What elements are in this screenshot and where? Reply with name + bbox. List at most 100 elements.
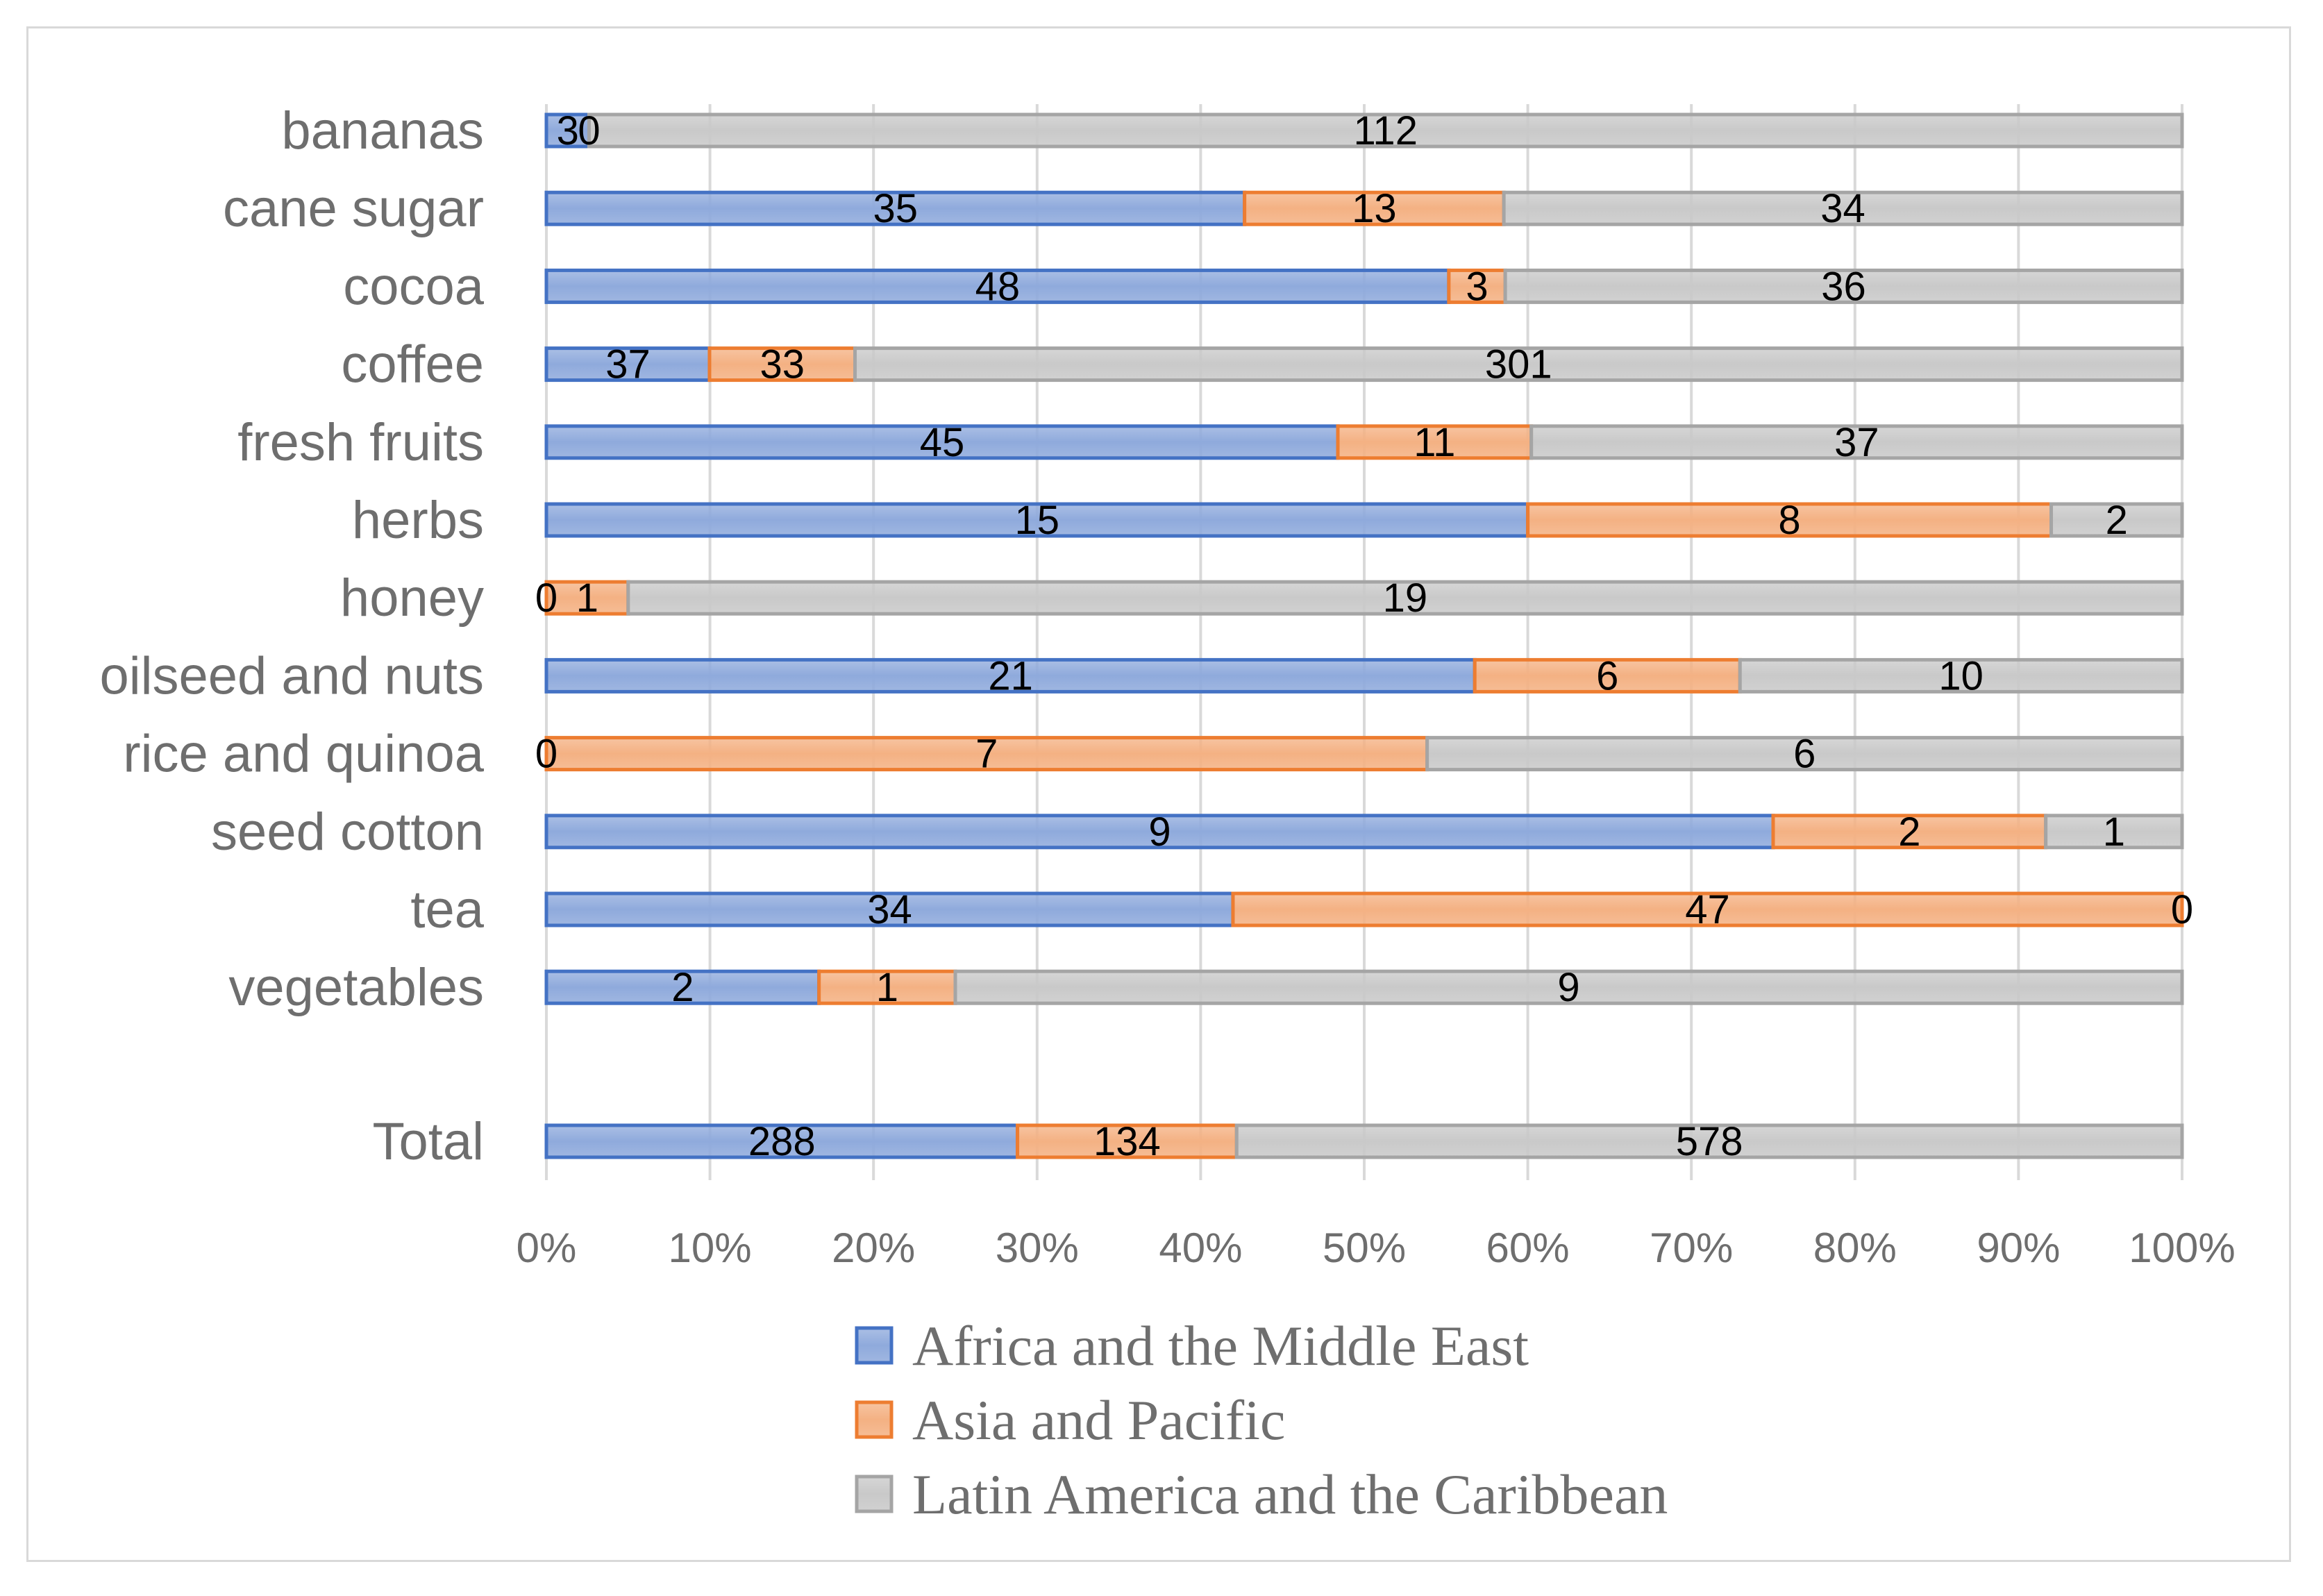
category-label-bananas: bananas [281,101,484,160]
data-label-bananas-latin-america-and-the-caribbean: 112 [1353,108,1417,153]
bar-coffee-asia-and-pacific [707,346,857,383]
x-tick-50: 50% [1323,1225,1406,1271]
data-label-cocoa-asia-and-pacific: 3 [1466,264,1488,309]
data-label-oilseed-and-nuts-africa-and-the-middle-east: 21 [988,653,1033,698]
data-label-coffee-africa-and-the-middle-east: 37 [605,342,651,387]
bar-oilseed-and-nuts-latin-america-and-the-caribbean [1738,657,2184,694]
data-label-cane-sugar-asia-and-pacific: 13 [1352,186,1397,231]
category-label-tea: tea [410,880,484,939]
data-label-rice-and-quinoa-africa-and-the-middle-east: 0 [535,732,557,777]
data-label-coffee-asia-and-pacific: 33 [760,342,805,387]
x-axis-tick-labels: 0% 10% 20% 30% 40% 50% 60% 70% 80% 90% 100% [517,1225,2236,1271]
data-label-bananas-asia-and-pacific: 0 [578,108,600,153]
data-label-fresh-fruits-asia-and-pacific: 11 [1414,420,1455,465]
x-tick-80: 80% [1813,1225,1897,1271]
bar-seed-cotton-latin-america-and-the-caribbean [2044,814,2184,850]
data-label-fresh-fruits-latin-america-and-the-caribbean: 37 [1834,420,1879,465]
bar-rice-and-quinoa-latin-america-and-the-caribbean [1425,736,2184,772]
category-label-cocoa: cocoa [343,257,485,316]
legend-swatch-asia-and-pacific [855,1400,894,1439]
legend-swatch-latin-america-and-the-caribbean [855,1475,894,1513]
category-labels: bananas cane sugar cocoa coffee fresh fruits… [99,101,484,1171]
category-label-oilseed-and-nuts: oilseed and nuts [99,646,484,705]
data-label-seed-cotton-asia-and-pacific: 2 [1898,809,1920,855]
bar-rice-and-quinoa-asia-and-pacific [544,736,1429,772]
bar-vegetables-latin-america-and-the-caribbean [953,969,2184,1005]
data-label-total-africa-and-the-middle-east: 288 [748,1119,816,1164]
x-tick-90: 90% [1977,1225,2060,1271]
category-label-seed-cotton: seed cotton [211,803,484,862]
data-label-coffee-latin-america-and-the-caribbean: 301 [1485,342,1552,387]
data-label-tea-asia-and-pacific: 47 [1685,887,1730,932]
data-label-cocoa-latin-america-and-the-caribbean: 36 [1821,264,1866,309]
bar-coffee-latin-america-and-the-caribbean [853,346,2184,383]
category-label-vegetables: vegetables [228,958,484,1017]
data-label-seed-cotton-latin-america-and-the-caribbean: 1 [2103,809,2125,855]
data-label-cane-sugar-africa-and-the-middle-east: 35 [873,186,919,231]
gridlines [545,104,2183,1180]
bar-seed-cotton-asia-and-pacific [1771,814,2048,850]
x-tick-0: 0% [517,1225,577,1271]
data-label-vegetables-africa-and-the-middle-east: 2 [671,965,694,1010]
bar-vegetables-africa-and-the-middle-east [544,969,821,1005]
bar-tea-africa-and-the-middle-east [544,891,1235,927]
legend-label-asia-and-pacific: Asia and Pacific [912,1388,1285,1452]
data-label-cocoa-africa-and-the-middle-east: 48 [975,264,1021,309]
category-label-fresh-fruits: fresh fruits [237,413,484,472]
bar-fresh-fruits-africa-and-the-middle-east [544,424,1340,460]
bar-seed-cotton-africa-and-the-middle-east [544,814,1775,850]
data-label-total-asia-and-pacific: 134 [1093,1119,1161,1164]
legend: Africa and the Middle East Asia and Pacif… [855,1314,1668,1526]
data-label-oilseed-and-nuts-latin-america-and-the-caribbean: 10 [1938,653,1984,698]
data-label-oilseed-and-nuts-asia-and-pacific: 6 [1596,653,1618,698]
data-label-vegetables-asia-and-pacific: 1 [876,965,898,1010]
data-label-vegetables-latin-america-and-the-caribbean: 9 [1557,965,1579,1010]
x-tick-100: 100% [2129,1225,2235,1271]
data-label-tea-africa-and-the-middle-east: 34 [867,887,912,932]
bar-cane-sugar-africa-and-the-middle-east [544,190,1247,226]
bars [544,112,2184,1159]
data-label-herbs-africa-and-the-middle-east: 15 [1015,498,1060,543]
bar-cocoa-africa-and-the-middle-east [544,268,1451,304]
bar-herbs-africa-and-the-middle-east [544,502,1530,538]
x-tick-70: 70% [1650,1225,1733,1271]
x-tick-60: 60% [1486,1225,1570,1271]
data-label-cane-sugar-latin-america-and-the-caribbean: 34 [1820,186,1865,231]
data-label-total-latin-america-and-the-caribbean: 578 [1676,1119,1743,1164]
data-label-fresh-fruits-africa-and-the-middle-east: 45 [920,420,965,465]
category-label-herbs: herbs [352,491,484,550]
data-label-honey-africa-and-the-middle-east: 0 [535,576,557,621]
bar-honey-latin-america-and-the-caribbean [626,580,2184,616]
x-tick-10: 10% [669,1225,752,1271]
bar-honey-asia-and-pacific [544,580,630,616]
bar-bananas-latin-america-and-the-caribbean [587,112,2184,149]
legend-swatch-africa-and-the-middle-east [855,1326,894,1365]
legend-label-latin-america-and-the-caribbean: Latin America and the Caribbean [912,1463,1668,1526]
data-label-bananas-africa-and-the-middle-east: 3 [557,108,579,153]
bar-herbs-latin-america-and-the-caribbean [2049,502,2184,538]
bar-total-asia-and-pacific [1016,1123,1239,1159]
data-label-honey-latin-america-and-the-caribbean: 19 [1383,576,1428,621]
x-tick-30: 30% [996,1225,1079,1271]
data-label-rice-and-quinoa-asia-and-pacific: 7 [975,732,998,777]
bar-herbs-asia-and-pacific [1526,502,2054,538]
bar-oilseed-and-nuts-asia-and-pacific [1473,657,1742,694]
data-label-herbs-asia-and-pacific: 8 [1778,498,1800,543]
x-tick-40: 40% [1159,1225,1242,1271]
category-label-coffee: coffee [341,335,484,394]
bar-total-latin-america-and-the-caribbean [1234,1123,2184,1159]
data-label-rice-and-quinoa-latin-america-and-the-caribbean: 6 [1793,732,1815,777]
legend-label-africa-and-the-middle-east: Africa and the Middle East [912,1314,1529,1377]
data-label-herbs-latin-america-and-the-caribbean: 2 [2106,498,2128,543]
data-label-honey-asia-and-pacific: 1 [576,576,598,621]
category-label-total: Total [372,1112,484,1171]
data-label-tea-latin-america-and-the-caribbean: 0 [2171,887,2193,932]
x-tick-20: 20% [832,1225,915,1271]
bar-oilseed-and-nuts-africa-and-the-middle-east [544,657,1477,694]
data-label-seed-cotton-africa-and-the-middle-east: 9 [1148,809,1171,855]
category-label-honey: honey [340,569,484,628]
bar-cane-sugar-latin-america-and-the-caribbean [1502,190,2184,226]
bar-cocoa-latin-america-and-the-caribbean [1503,268,2184,304]
